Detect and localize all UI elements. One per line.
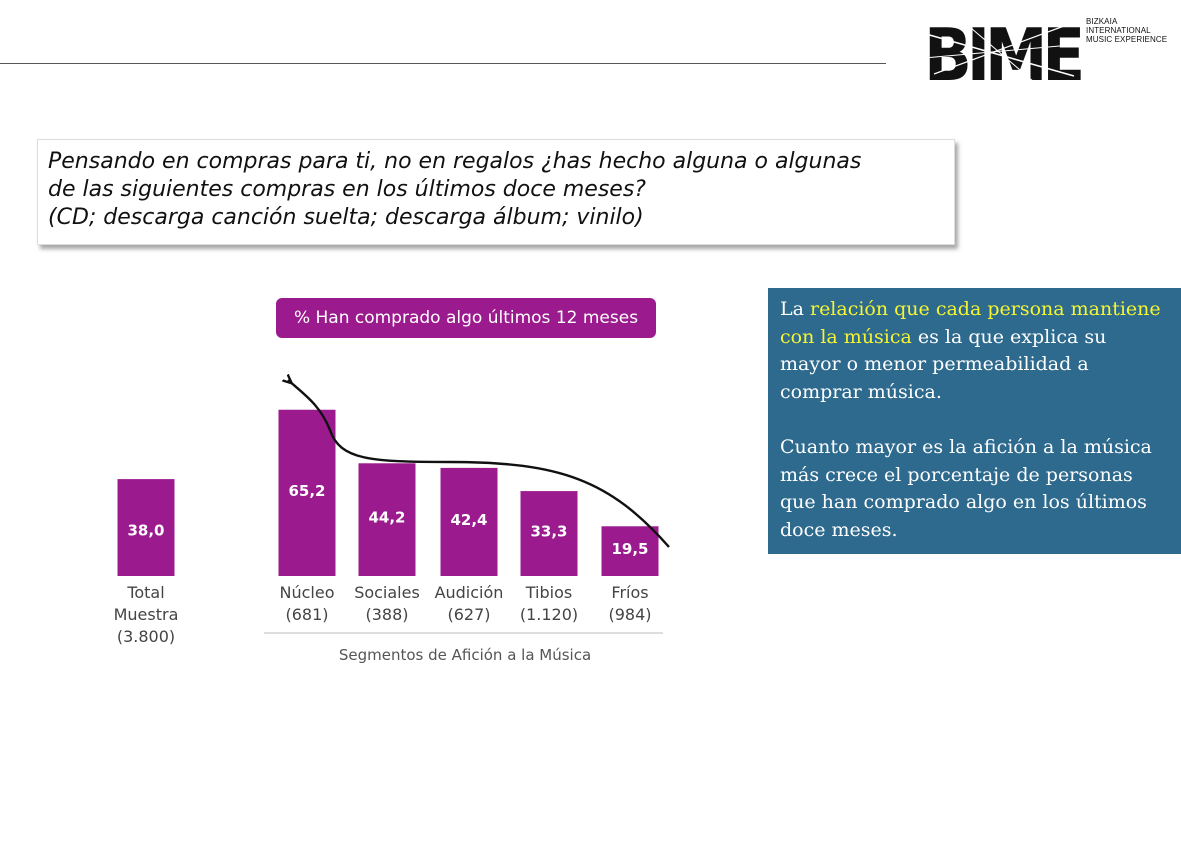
category-label: Muestra bbox=[114, 605, 179, 624]
insight-text: es la que explica su mayor o menor perme… bbox=[780, 325, 1107, 403]
question-line: (CD; descarga canción suelta; descarga á… bbox=[48, 205, 644, 230]
category-label: (627) bbox=[447, 605, 490, 624]
bar-fríos bbox=[601, 526, 659, 576]
insight-highlight: relación que cada persona mantiene con l… bbox=[780, 298, 1161, 348]
category-label: Sociales bbox=[354, 583, 420, 602]
svg-text:BIME: BIME bbox=[924, 14, 1081, 86]
category-label: Tibios bbox=[525, 583, 572, 602]
question-box: Pensando en compras para ti, no en regal… bbox=[37, 139, 955, 245]
category-label: (681) bbox=[285, 605, 328, 624]
bar-audición bbox=[440, 467, 498, 576]
category-label: Fríos bbox=[611, 583, 648, 602]
logo-tagline-line: BIZKAIA bbox=[1086, 17, 1118, 26]
category-label: (1.120) bbox=[520, 605, 578, 624]
data-label: 42,4 bbox=[450, 511, 487, 529]
data-label: 65,2 bbox=[288, 482, 325, 500]
top-divider bbox=[0, 63, 886, 64]
question-line: Pensando en compras para ti, no en regal… bbox=[48, 149, 862, 174]
bar-tibios bbox=[520, 491, 578, 576]
category-label: Audición bbox=[435, 583, 504, 602]
insight-paragraph-1: La relación que cada persona mantiene co… bbox=[780, 296, 1169, 406]
data-label: 44,2 bbox=[368, 509, 405, 527]
logo-tagline-line: MUSIC EXPERIENCE bbox=[1086, 35, 1168, 44]
data-label: 38,0 bbox=[127, 522, 164, 540]
bar-total-muestra bbox=[117, 479, 175, 576]
data-label: 19,5 bbox=[611, 540, 648, 558]
category-label: Total bbox=[126, 583, 164, 602]
insight-box: La relación que cada persona mantiene co… bbox=[768, 288, 1181, 554]
logo-tagline-line: INTERNATIONAL bbox=[1086, 26, 1151, 35]
data-label: 33,3 bbox=[530, 523, 567, 541]
logo-tagline: BIZKAIA INTERNATIONAL MUSIC EXPERIENCE bbox=[1086, 17, 1167, 44]
insight-text: La bbox=[780, 298, 810, 320]
category-label: (388) bbox=[365, 605, 408, 624]
bar-núcleo bbox=[278, 409, 336, 576]
trend-arrow bbox=[288, 380, 670, 548]
category-label: Núcleo bbox=[280, 583, 335, 602]
bime-logo: BIME bbox=[924, 14, 1084, 86]
bar-sociales bbox=[358, 463, 416, 576]
category-label: (984) bbox=[608, 605, 651, 624]
category-label: (3.800) bbox=[117, 627, 175, 646]
x-axis-label: Segmentos de Afición a la Música bbox=[339, 646, 591, 664]
question-line: de las siguientes compras en los últimos… bbox=[48, 177, 646, 202]
chart-title: % Han comprado algo últimos 12 meses bbox=[276, 298, 656, 338]
insight-paragraph-2: Cuanto mayor es la afición a la música m… bbox=[780, 436, 1152, 541]
